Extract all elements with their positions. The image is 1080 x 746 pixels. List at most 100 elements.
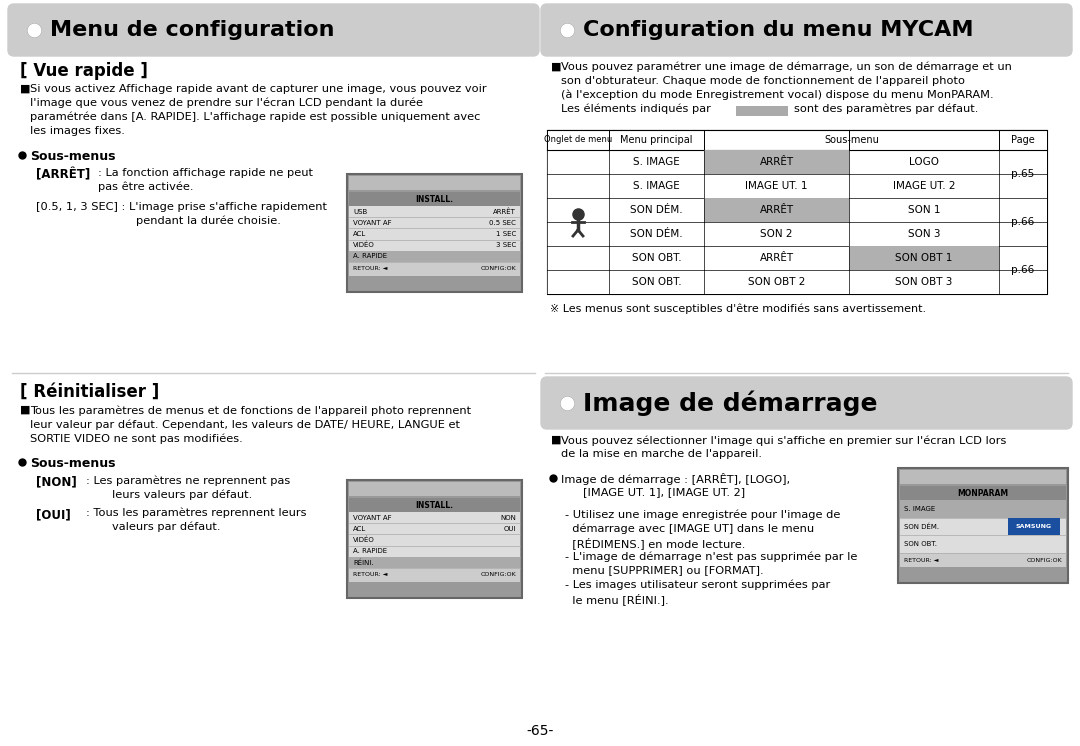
Text: de la mise en marche de l'appareil.: de la mise en marche de l'appareil. xyxy=(561,449,762,459)
Text: SON OBT.: SON OBT. xyxy=(632,253,681,263)
Text: Vous pouvez sélectionner l'image qui s'affiche en premier sur l'écran LCD lors: Vous pouvez sélectionner l'image qui s'a… xyxy=(561,435,1007,445)
Text: 1 SEC: 1 SEC xyxy=(496,231,516,237)
Text: SON 2: SON 2 xyxy=(760,229,793,239)
Bar xyxy=(900,500,1066,518)
Text: son d'obturateur. Chaque mode de fonctionnement de l'appareil photo: son d'obturateur. Chaque mode de fonctio… xyxy=(561,76,966,86)
Bar xyxy=(546,130,1047,294)
Text: VOYANT AF: VOYANT AF xyxy=(353,515,392,521)
Text: l'image que vous venez de prendre sur l'écran LCD pendant la durée: l'image que vous venez de prendre sur l'… xyxy=(30,98,423,108)
Text: S. IMAGE: S. IMAGE xyxy=(633,181,680,191)
Bar xyxy=(546,198,1047,222)
Text: Tous les paramètres de menus et de fonctions de l'appareil photo reprennent: Tous les paramètres de menus et de fonct… xyxy=(30,405,471,416)
Text: SON OBT.: SON OBT. xyxy=(632,277,681,287)
Bar xyxy=(735,106,788,116)
Text: RETOUR: ◄: RETOUR: ◄ xyxy=(353,572,388,577)
Bar xyxy=(546,150,1047,174)
Text: valeurs par défaut.: valeurs par défaut. xyxy=(112,522,220,533)
Bar xyxy=(546,222,1047,246)
Text: ※ Les menus sont susceptibles d'être modifiés sans avertissement.: ※ Les menus sont susceptibles d'être mod… xyxy=(550,304,927,315)
Bar xyxy=(900,486,1066,567)
Text: paramétrée dans [A. RAPIDE]. L'affichage rapide est possible uniquement avec: paramétrée dans [A. RAPIDE]. L'affichage… xyxy=(30,112,481,122)
Text: pendant la durée choisie.: pendant la durée choisie. xyxy=(136,216,281,227)
Text: INSTALL.: INSTALL. xyxy=(416,501,454,510)
Text: A. RAPIDE: A. RAPIDE xyxy=(353,254,387,260)
Text: Menu principal: Menu principal xyxy=(620,135,692,145)
Bar xyxy=(347,480,522,598)
Text: ARRÊT: ARRÊT xyxy=(759,253,794,263)
Text: le menu [RÉINI.].: le menu [RÉINI.]. xyxy=(565,593,669,605)
Text: : Tous les paramètres reprennent leurs: : Tous les paramètres reprennent leurs xyxy=(86,508,307,518)
Text: Sous-menu: Sous-menu xyxy=(824,135,879,145)
Text: Configuration du menu MYCAM: Configuration du menu MYCAM xyxy=(583,20,973,40)
Text: Sous-menus: Sous-menus xyxy=(30,457,116,470)
Text: OUI: OUI xyxy=(503,526,516,532)
Text: VIDÉO: VIDÉO xyxy=(353,242,375,248)
Text: VIDÉO: VIDÉO xyxy=(353,537,375,543)
Text: [IMAGE UT. 1], [IMAGE UT. 2]: [IMAGE UT. 1], [IMAGE UT. 2] xyxy=(583,487,745,497)
Bar xyxy=(349,557,519,568)
Text: USB: USB xyxy=(353,209,367,215)
Bar xyxy=(546,130,1047,150)
Text: Menu de configuration: Menu de configuration xyxy=(50,20,335,40)
Text: p.66: p.66 xyxy=(1011,265,1035,275)
Bar xyxy=(546,174,1047,198)
Text: les images fixes.: les images fixes. xyxy=(30,126,125,136)
Bar xyxy=(1008,518,1059,536)
Text: menu [SUPPRIMER] ou [FORMAT].: menu [SUPPRIMER] ou [FORMAT]. xyxy=(565,565,764,575)
Text: -65-: -65- xyxy=(526,724,554,738)
Text: ■: ■ xyxy=(21,405,30,415)
Text: SON 1: SON 1 xyxy=(908,205,941,215)
Text: SON OBT 3: SON OBT 3 xyxy=(895,277,953,287)
FancyBboxPatch shape xyxy=(8,4,539,56)
Bar xyxy=(704,150,849,174)
Text: [RÉDIMENS.] en mode lecture.: [RÉDIMENS.] en mode lecture. xyxy=(565,537,745,549)
Text: SON OBT 1: SON OBT 1 xyxy=(895,253,953,263)
Bar xyxy=(546,270,1047,294)
Text: démarrage avec [IMAGE UT] dans le menu: démarrage avec [IMAGE UT] dans le menu xyxy=(565,523,814,533)
Text: p.66: p.66 xyxy=(1011,217,1035,227)
Bar xyxy=(349,192,519,276)
Text: Vous pouvez paramétrer une image de démarrage, un son de démarrage et un: Vous pouvez paramétrer une image de déma… xyxy=(561,62,1012,72)
Text: SON OBT 2: SON OBT 2 xyxy=(747,277,806,287)
Text: ■: ■ xyxy=(21,84,30,94)
Text: p.65: p.65 xyxy=(1011,169,1035,179)
Text: Page: Page xyxy=(1011,135,1035,145)
Text: RÉINI.: RÉINI. xyxy=(353,560,374,565)
Text: A. RAPIDE: A. RAPIDE xyxy=(353,548,387,554)
Text: - Les images utilisateur seront supprimées par: - Les images utilisateur seront supprimé… xyxy=(565,579,831,589)
Text: ACL: ACL xyxy=(353,231,366,237)
Text: [ARRÊT]: [ARRÊT] xyxy=(36,168,91,181)
Text: - L'image de démarrage n'est pas supprimée par le: - L'image de démarrage n'est pas supprim… xyxy=(565,551,858,562)
Text: RETOUR: ◄: RETOUR: ◄ xyxy=(904,557,939,562)
Text: ■: ■ xyxy=(551,62,562,72)
Text: [ Réinitialiser ]: [ Réinitialiser ] xyxy=(21,383,159,401)
Text: CONFIG:OK: CONFIG:OK xyxy=(481,266,516,272)
Text: VOYANT AF: VOYANT AF xyxy=(353,220,392,226)
Text: ■: ■ xyxy=(551,435,562,445)
Text: [OUI]: [OUI] xyxy=(36,508,71,521)
Text: leurs valeurs par défaut.: leurs valeurs par défaut. xyxy=(112,489,253,500)
Text: 0.5 SEC: 0.5 SEC xyxy=(489,220,516,226)
Text: Sous-menus: Sous-menus xyxy=(30,150,116,163)
Text: : La fonction affichage rapide ne peut: : La fonction affichage rapide ne peut xyxy=(98,168,313,178)
Text: CONFIG:OK: CONFIG:OK xyxy=(1026,557,1062,562)
Bar xyxy=(546,246,1047,270)
Text: Image de démarrage : [ARRÊT], [LOGO],: Image de démarrage : [ARRÊT], [LOGO], xyxy=(561,473,791,485)
Text: sont des paramètres par défaut.: sont des paramètres par défaut. xyxy=(794,104,978,114)
Text: Les éléments indiqués par: Les éléments indiqués par xyxy=(561,104,711,114)
Bar xyxy=(349,498,519,512)
Text: IMAGE UT. 1: IMAGE UT. 1 xyxy=(745,181,808,191)
Text: (à l'exception du mode Enregistrement vocal) dispose du menu MonPARAM.: (à l'exception du mode Enregistrement vo… xyxy=(561,90,994,101)
FancyBboxPatch shape xyxy=(541,377,1072,429)
Text: SON DÉM.: SON DÉM. xyxy=(631,229,683,239)
Text: SON DÉM.: SON DÉM. xyxy=(904,523,940,530)
Bar xyxy=(349,482,519,496)
FancyBboxPatch shape xyxy=(541,4,1072,56)
Text: Si vous activez Affichage rapide avant de capturer une image, vous pouvez voir: Si vous activez Affichage rapide avant d… xyxy=(30,84,487,94)
Bar xyxy=(347,174,522,292)
Text: SON 3: SON 3 xyxy=(908,229,941,239)
Bar xyxy=(349,262,519,276)
Bar xyxy=(897,468,1068,583)
Bar xyxy=(900,553,1066,567)
Text: ARRÊT: ARRÊT xyxy=(759,205,794,215)
